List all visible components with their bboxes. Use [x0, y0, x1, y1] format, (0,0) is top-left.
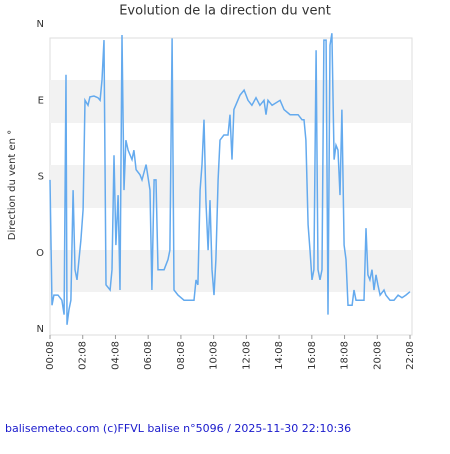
- band: [50, 80, 412, 123]
- y-tick-label: S: [38, 172, 44, 183]
- x-tick-label: 08:08: [176, 341, 187, 370]
- footer: balisemeteo.com (c)FFVL balise n°5096 / …: [5, 422, 351, 435]
- x-tick-label: 20:08: [372, 341, 383, 370]
- line: [49, 33, 411, 325]
- x-tick-label: 12:08: [241, 341, 252, 370]
- y-axis-label: Direction du vent en °: [7, 130, 18, 240]
- x-tick-label: 14:08: [274, 341, 285, 370]
- x-tick-label: 02:08: [78, 341, 89, 370]
- chart-title: Evolution de la direction du vent: [119, 4, 331, 19]
- y-tick-label: E: [38, 95, 44, 106]
- x-tick-label: 18:08: [340, 341, 351, 370]
- x-tick-label: 00:08: [45, 341, 56, 370]
- band: [50, 250, 412, 292]
- y-tick-label: N: [37, 324, 44, 335]
- x-tick-label: 04:08: [110, 341, 121, 370]
- x-tick-label: 22:08: [405, 341, 416, 370]
- band: [50, 165, 412, 208]
- y-tick-label: N: [37, 19, 44, 30]
- y-tick-label: O: [36, 248, 44, 259]
- x-tick-label: 16:08: [307, 341, 318, 370]
- x-tick-label: 10:08: [209, 341, 220, 370]
- x-tick-label: 06:08: [143, 341, 154, 370]
